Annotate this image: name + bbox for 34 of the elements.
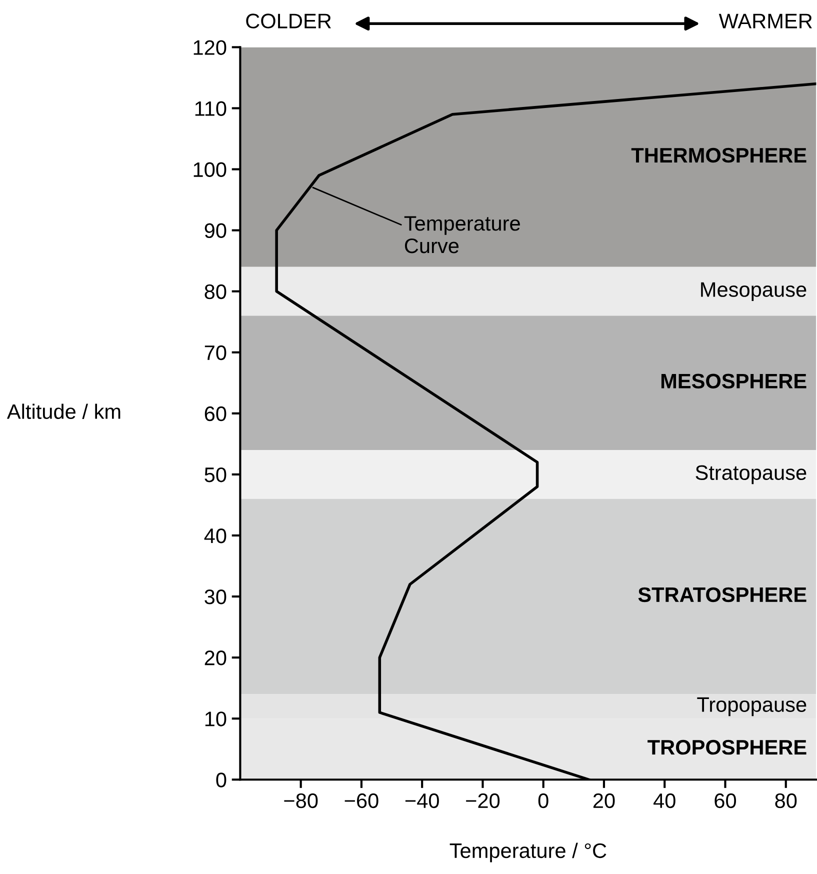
y-tick-label: 60 xyxy=(204,406,226,422)
x-tick-label: 80 xyxy=(775,793,797,808)
y-tick-label: 10 xyxy=(205,712,226,726)
y-tick-label: 50 xyxy=(204,467,226,482)
y-tick-label: 40 xyxy=(204,528,226,544)
x-tick-label: −80 xyxy=(284,793,318,808)
band-label: Mesopause xyxy=(701,282,806,302)
band-label: Stratopause xyxy=(696,465,806,484)
y-tick-label: 80 xyxy=(204,284,226,300)
x-tick-label: 60 xyxy=(714,793,736,808)
y-tick-label: 100 xyxy=(194,162,226,178)
band-label: THERMOSPHERE xyxy=(631,148,806,163)
x-tick-label: 40 xyxy=(654,793,676,808)
band-label: Tropopause xyxy=(697,697,806,716)
text: WARMER xyxy=(718,14,812,28)
x-axis-title: Temperature / °C xyxy=(450,842,606,862)
band-label: TROPOSPHERE xyxy=(648,740,806,755)
annotation: Temperature Curve xyxy=(404,216,520,254)
y-tick-label: 70 xyxy=(204,345,226,360)
band-label: MESOSPHERE xyxy=(661,374,806,388)
text: COLDER xyxy=(246,14,331,28)
band-label: STRATOSPHERE xyxy=(638,587,806,602)
y-tick-label: 120 xyxy=(194,40,226,55)
x-tick-label: 0 xyxy=(538,793,548,808)
x-tick-label: −20 xyxy=(466,793,500,808)
y-tick-label: 20 xyxy=(204,650,226,666)
y-tick-label: 30 xyxy=(204,590,226,604)
x-tick-label: 20 xyxy=(593,793,615,808)
y-tick-label: 0 xyxy=(216,772,226,788)
y-tick-label: 110 xyxy=(195,101,226,116)
y-axis-title: Altitude / km xyxy=(6,404,120,419)
x-tick-label: −40 xyxy=(405,793,439,808)
x-tick-label: −60 xyxy=(344,793,378,808)
y-tick-label: 90 xyxy=(204,223,226,238)
